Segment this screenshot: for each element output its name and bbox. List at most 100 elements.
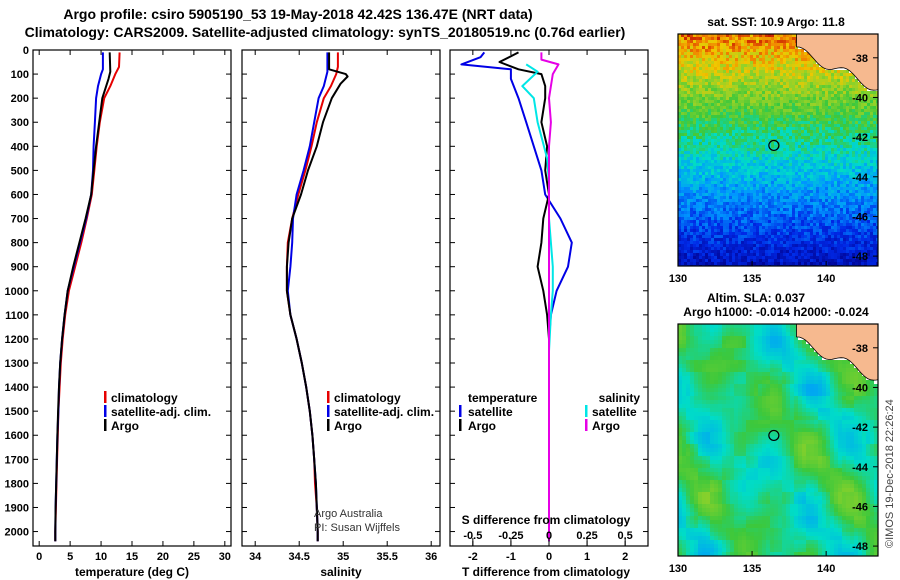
map-cell (747, 208, 750, 211)
map-cell (708, 139, 711, 142)
map-cell (825, 85, 828, 88)
map-cell (789, 166, 792, 169)
map-cell (678, 73, 681, 76)
map-cell (843, 115, 846, 118)
map-cell (831, 127, 834, 130)
map-cell (795, 121, 798, 124)
map-cell (765, 82, 768, 85)
map-cell (774, 187, 777, 190)
map-cell (828, 226, 831, 229)
map-cell (753, 190, 756, 193)
map-cell (774, 166, 777, 169)
map-cell (867, 211, 870, 214)
map-cell (699, 97, 702, 100)
map-cell (708, 127, 711, 130)
map-cell (756, 121, 759, 124)
map-cell (801, 253, 804, 256)
map-cell (702, 211, 705, 214)
map-cell (717, 94, 720, 97)
map-cell (750, 55, 753, 58)
map-cell (708, 181, 711, 184)
map-cell (750, 199, 753, 202)
map-cell (687, 79, 690, 82)
y-tick-label: 1300 (5, 358, 29, 370)
map-cell (798, 229, 801, 232)
map-cell (843, 253, 846, 256)
map-cell (681, 190, 684, 193)
map-cell (714, 154, 717, 157)
map-cell (825, 232, 828, 235)
map-cell (741, 106, 744, 109)
map-cell (783, 223, 786, 226)
map-cell (702, 115, 705, 118)
map-cell (744, 130, 747, 133)
map-cell (849, 208, 852, 211)
map-cell (699, 151, 702, 154)
map-cell (828, 250, 831, 253)
map-cell (723, 91, 726, 94)
map-cell (840, 82, 843, 85)
map-cell (858, 157, 861, 160)
map-cell (783, 100, 786, 103)
map-cell (840, 142, 843, 145)
map-cell (813, 214, 816, 217)
map-cell (711, 121, 714, 124)
map-cell (825, 241, 828, 244)
map-cell (804, 157, 807, 160)
map-cell (843, 73, 846, 76)
map-cell (687, 214, 690, 217)
map-cell (681, 103, 684, 106)
map-cell (684, 142, 687, 145)
map-cell (723, 217, 726, 220)
map-cell (798, 187, 801, 190)
map-cell (678, 256, 681, 259)
map-cell (804, 166, 807, 169)
map-cell (726, 34, 729, 37)
map-cell (711, 214, 714, 217)
map-cell (765, 208, 768, 211)
map-cell (810, 244, 813, 247)
map-cell (840, 139, 843, 142)
map-cell (774, 196, 777, 199)
map-cell (684, 169, 687, 172)
map-cell (729, 139, 732, 142)
map-cell (687, 157, 690, 160)
map-cell (816, 211, 819, 214)
map-cell (789, 169, 792, 172)
map-cell (681, 88, 684, 91)
map-cell (768, 67, 771, 70)
map-cell (762, 112, 765, 115)
map-cell (744, 247, 747, 250)
map-cell (798, 76, 801, 79)
map-cell (837, 145, 840, 148)
map-cell (804, 259, 807, 262)
map-cell (771, 196, 774, 199)
map-cell (747, 88, 750, 91)
map-cell (708, 61, 711, 64)
map-cell (765, 259, 768, 262)
map-cell (849, 148, 852, 151)
map-cell (708, 46, 711, 49)
map-cell (681, 115, 684, 118)
map-cell (807, 238, 810, 241)
map-cell (705, 97, 708, 100)
map-cell (741, 118, 744, 121)
map-cell (837, 190, 840, 193)
map-cell (846, 196, 849, 199)
map-cell (777, 217, 780, 220)
map-cell (780, 49, 783, 52)
map-cell (855, 100, 858, 103)
map-cell (738, 226, 741, 229)
map-cell (702, 76, 705, 79)
map-cell (690, 169, 693, 172)
map-cell (810, 73, 813, 76)
map-cell (702, 238, 705, 241)
map-cell (858, 91, 861, 94)
map-cell (840, 250, 843, 253)
map-cell (750, 67, 753, 70)
map-cell (729, 175, 732, 178)
map-cell (825, 217, 828, 220)
map-cell (810, 223, 813, 226)
map-cell (753, 211, 756, 214)
map-cell (837, 199, 840, 202)
